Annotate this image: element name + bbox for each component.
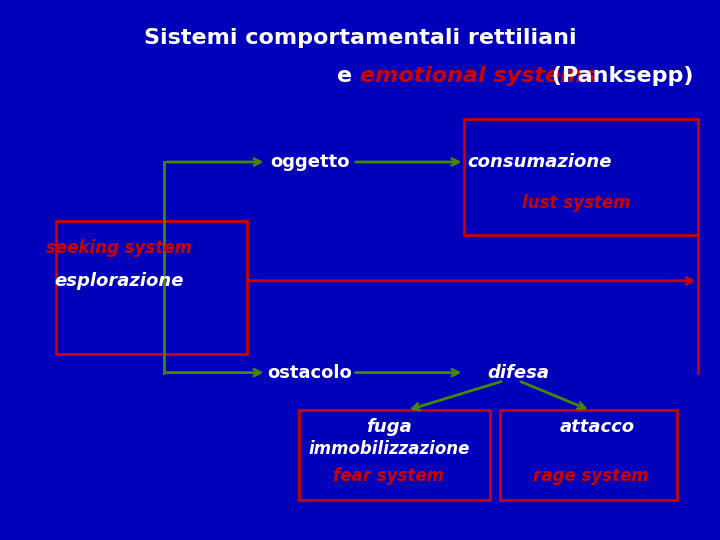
Text: rage system: rage system — [533, 467, 648, 485]
Text: oggetto: oggetto — [270, 153, 349, 171]
Text: ostacolo: ostacolo — [267, 363, 352, 382]
Text: esplorazione: esplorazione — [54, 272, 184, 290]
Text: attacco: attacco — [560, 417, 635, 436]
Text: emotional systems: emotional systems — [360, 65, 596, 86]
Bar — [299, 410, 490, 500]
Text: e: e — [337, 65, 360, 86]
Bar — [56, 221, 247, 354]
Text: (Panksepp): (Panksepp) — [544, 65, 693, 86]
Text: fear system: fear system — [333, 467, 444, 485]
Text: immobilizzazione: immobilizzazione — [308, 440, 469, 458]
Text: consumazione: consumazione — [468, 153, 612, 171]
Text: seeking system: seeking system — [46, 239, 192, 258]
Text: difesa: difesa — [487, 363, 549, 382]
Bar — [464, 119, 698, 235]
Text: lust system: lust system — [522, 193, 630, 212]
Bar — [500, 410, 677, 500]
Text: fuga: fuga — [366, 417, 412, 436]
Text: Sistemi comportamentali rettiliani: Sistemi comportamentali rettiliani — [144, 28, 576, 48]
